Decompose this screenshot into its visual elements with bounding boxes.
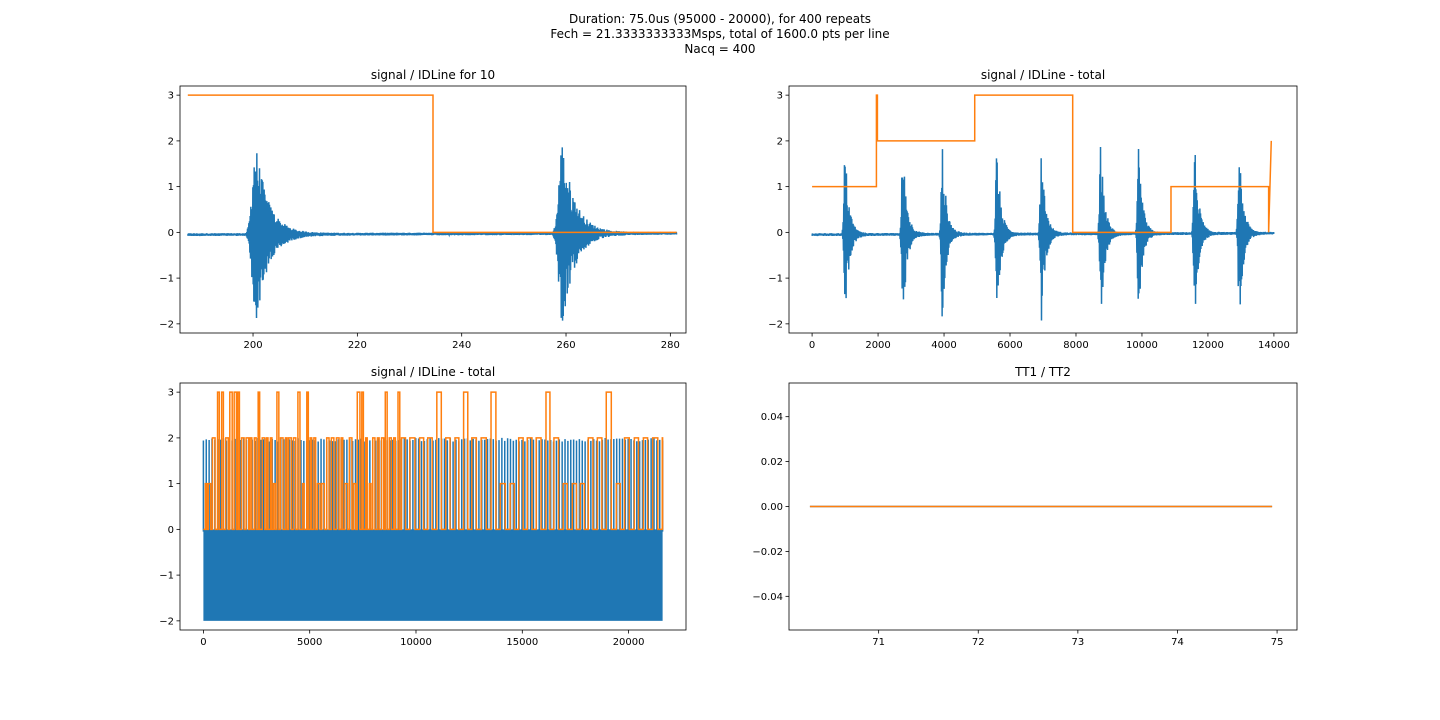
x-tick-label: 6000 [997,340,1022,351]
suptitle-line-3: Nacq = 400 [684,42,756,56]
x-tick-label: 75 [1271,637,1284,648]
chart-title: signal / IDLine for 10 [371,68,495,82]
figure-suptitle: Duration: 75.0us (95000 - 20000), for 40… [0,12,1440,57]
y-tick-label: 1 [168,182,174,193]
x-tick-label: 200 [243,340,262,351]
x-tick-label: 8000 [1063,340,1088,351]
series-signal [187,147,678,321]
chart-title: TT1 / TT2 [1014,365,1071,379]
y-tick-label: 0.00 [761,502,783,513]
suptitle-line-1: Duration: 75.0us (95000 - 20000), for 40… [568,12,872,26]
y-tick-label: −2 [768,319,783,330]
y-tick-label: −0.02 [752,547,783,558]
axes-frame [179,382,687,631]
x-tick-label: 240 [452,340,471,351]
x-tick-label: 2000 [865,340,890,351]
plot-area [202,391,664,621]
x-tick-label: 71 [872,637,885,648]
x-tick-label: 0 [200,637,206,648]
y-tick-label: 2 [168,433,174,444]
signal-band [203,529,663,621]
series-signal [811,147,1275,321]
x-tick-label: 280 [661,340,680,351]
y-tick-label: −2 [159,319,174,330]
x-tick-label: 15000 [506,637,538,648]
series-idline [187,94,677,234]
x-tick-label: 73 [1071,637,1084,648]
y-tick-label: 1 [168,479,174,490]
series-idline [203,391,664,531]
axes-frame [788,85,1298,334]
x-tick-label: 20000 [613,637,645,648]
y-tick-label: −1 [768,274,783,285]
y-tick-label: 0 [168,228,174,239]
y-tick-label: 0 [777,228,783,239]
y-tick-label: −2 [159,616,174,627]
y-tick-label: 2 [777,136,783,147]
x-tick-label: 12000 [1192,340,1224,351]
chart-panel-2: 0 2000 4000 6000 8000 10000 12000 14000 −2 −1 0 1 2 3… [768,68,1298,351]
y-tick-label: 0.04 [761,412,783,423]
y-tick-label: 1 [777,182,783,193]
series-idline [812,94,1273,234]
chart-panel-1: 200 220 240 260 280 −2 −1 0 1 2 3 signal / IDLine f… [159,68,687,351]
y-tick-label: 3 [168,388,174,399]
plot-area [187,94,678,321]
x-tick-label: 220 [348,340,367,351]
y-tick-label: 3 [168,91,174,102]
y-tick-label: −1 [159,571,174,582]
x-tick-label: 74 [1171,637,1184,648]
x-tick-label: 14000 [1258,340,1290,351]
y-tick-label: 0.02 [761,457,783,468]
y-tick-label: 0 [168,525,174,536]
axes-frame [179,85,687,334]
y-tick-label: 3 [777,91,783,102]
x-tick-label: 72 [972,637,985,648]
x-tick-label: 5000 [297,637,322,648]
chart-panel-3: 0 5000 10000 15000 20000 −2 −1 0 1 2 3 signal / IDL… [159,365,687,648]
x-tick-label: 10000 [1126,340,1158,351]
x-tick-label: 260 [556,340,575,351]
y-tick-label: 2 [168,136,174,147]
chart-title: signal / IDLine - total [371,365,495,379]
x-tick-label: 10000 [400,637,432,648]
y-tick-label: −0.04 [752,592,783,603]
y-tick-label: −1 [159,274,174,285]
suptitle-line-2: Fech = 21.3333333333Msps, total of 1600.… [550,27,890,41]
chart-title: signal / IDLine - total [981,68,1105,82]
x-tick-label: 0 [809,340,815,351]
plot-area [811,94,1275,321]
chart-panel-4: 71 72 73 74 75 −0.04 −0.02 0.00 0.02 0.04 TT1 / TT… [752,365,1298,648]
x-tick-label: 4000 [931,340,956,351]
